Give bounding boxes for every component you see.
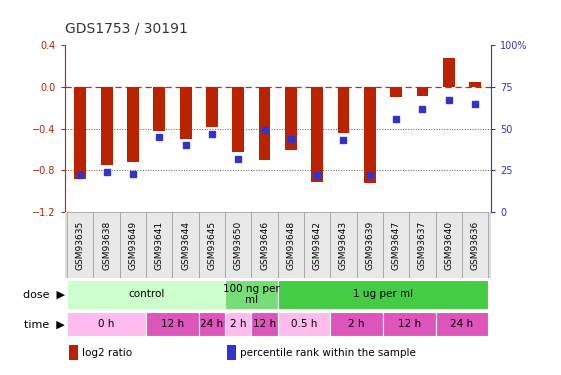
Bar [383,212,410,278]
Bar [232,87,244,152]
Text: GSM93645: GSM93645 [208,220,217,270]
Text: 12 h: 12 h [161,319,184,329]
Bar [225,279,278,309]
Bar [330,312,383,336]
Bar [101,87,113,165]
Bar [127,87,139,162]
Bar [410,212,435,278]
Bar [172,212,199,278]
Text: time  ▶: time ▶ [24,319,65,329]
Text: 100 ng per
ml: 100 ng per ml [223,284,280,305]
Bar [311,87,323,182]
Bar [435,212,462,278]
Bar [278,212,304,278]
Text: GSM93644: GSM93644 [181,220,190,270]
Bar [206,87,218,126]
Bar [259,87,270,160]
Text: 0.5 h: 0.5 h [291,319,317,329]
Bar [225,312,251,336]
Text: dose  ▶: dose ▶ [22,290,65,299]
Text: GSM93637: GSM93637 [418,220,427,270]
Text: GSM93643: GSM93643 [339,220,348,270]
Bar [199,312,225,336]
Bar [153,87,165,131]
Bar [146,312,199,336]
Text: control: control [128,290,164,299]
Bar [146,212,172,278]
Text: GSM93640: GSM93640 [444,220,453,270]
Bar [304,212,330,278]
Bar [390,87,402,97]
Bar [225,212,251,278]
Bar [285,87,297,150]
Text: GSM93646: GSM93646 [260,220,269,270]
Text: GSM93649: GSM93649 [128,220,137,270]
Text: GSM93635: GSM93635 [76,220,85,270]
Text: 24 h: 24 h [450,319,473,329]
Bar [416,87,429,96]
Text: GSM93641: GSM93641 [155,220,164,270]
Text: log2 ratio: log2 ratio [82,348,132,358]
Bar [67,212,94,278]
Bar [251,212,278,278]
Bar [75,87,86,179]
Bar [67,312,146,336]
Bar [364,87,376,183]
Bar [69,345,78,360]
Bar [278,279,488,309]
Bar [330,212,357,278]
Text: 12 h: 12 h [398,319,421,329]
Bar [199,212,225,278]
Bar [67,279,225,309]
Text: 1 ug per ml: 1 ug per ml [353,290,413,299]
Text: GSM93647: GSM93647 [392,220,401,270]
Bar [338,87,350,133]
Text: 12 h: 12 h [253,319,276,329]
Bar [94,212,120,278]
Text: GSM93638: GSM93638 [102,220,111,270]
Bar [227,345,236,360]
Bar [180,87,191,139]
Bar [278,312,330,336]
Text: GSM93648: GSM93648 [286,220,295,270]
Bar [383,312,435,336]
Text: percentile rank within the sample: percentile rank within the sample [240,348,416,358]
Text: GSM93639: GSM93639 [365,220,374,270]
Text: 2 h: 2 h [348,319,365,329]
Text: 2 h: 2 h [230,319,246,329]
Bar [443,57,454,87]
Bar [469,82,481,87]
Text: GSM93650: GSM93650 [234,220,243,270]
Text: GSM93642: GSM93642 [312,220,321,270]
Bar [251,312,278,336]
Text: GDS1753 / 30191: GDS1753 / 30191 [65,22,187,36]
Bar [462,212,488,278]
Text: 0 h: 0 h [98,319,115,329]
Bar [357,212,383,278]
Bar [120,212,146,278]
Bar [435,312,488,336]
Text: GSM93636: GSM93636 [471,220,480,270]
Text: 24 h: 24 h [200,319,223,329]
